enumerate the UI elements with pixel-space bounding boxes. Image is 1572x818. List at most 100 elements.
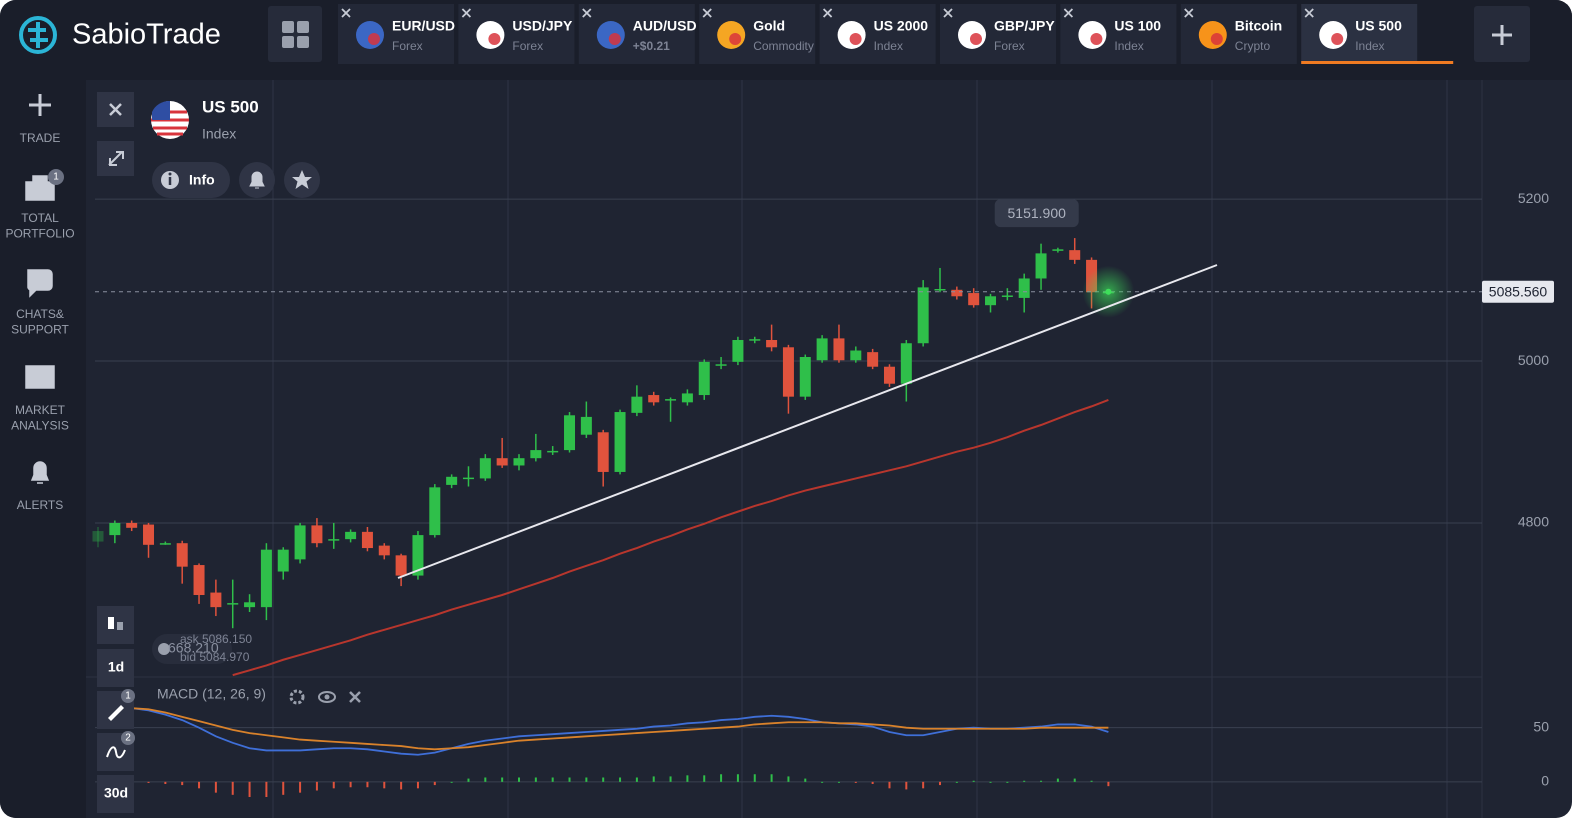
candle-body	[1035, 253, 1047, 279]
logo[interactable]: SabioTrade	[19, 16, 221, 54]
sidebar-label: ANALYSIS	[11, 419, 69, 433]
tab-subtitle: Forex	[392, 39, 423, 53]
candle-body	[176, 543, 188, 567]
indicator-badge: 2	[125, 733, 131, 744]
histogram-bar	[1107, 781, 1110, 787]
histogram-bar	[231, 781, 234, 795]
quote-amount: 668.210	[168, 640, 219, 656]
add-tab-button[interactable]	[1474, 6, 1530, 62]
tab-close[interactable]	[702, 8, 712, 18]
macd-line	[131, 707, 1109, 751]
histogram-bar	[349, 781, 352, 788]
macd-visibility[interactable]	[318, 691, 336, 703]
histogram-bar	[534, 777, 537, 782]
histogram-bar	[888, 781, 891, 789]
tab-name: GBP/JPY	[994, 18, 1055, 34]
candle-body	[328, 539, 340, 541]
histogram-bar	[501, 777, 504, 782]
histogram-bar	[787, 776, 790, 782]
histogram-bar	[147, 781, 150, 783]
candle-body	[260, 549, 272, 608]
macd-settings[interactable]	[289, 689, 305, 705]
asset-name: US 500	[202, 97, 259, 116]
candle-body	[109, 522, 121, 536]
histogram-bar	[939, 781, 941, 786]
histogram-bar	[315, 781, 318, 791]
y-tick-label: 50	[1533, 718, 1549, 734]
tabs: EUR/USD Forex USD/JPY Forex AUD/USD +$0.21 Gol…	[338, 4, 1454, 64]
vertical-grid	[272, 80, 1448, 818]
candle-body	[496, 458, 508, 466]
tab-close[interactable]	[582, 8, 592, 18]
sidebar-item[interactable]: MARKET ANALYSIS	[11, 365, 69, 433]
tab[interactable]: GBP/JPY Forex	[940, 4, 1056, 64]
sidebar-item[interactable]: TRADE	[20, 94, 61, 145]
tab-close[interactable]	[822, 8, 833, 18]
tab[interactable]: US 2000 Index	[819, 4, 936, 64]
tab-name: EUR/USD	[392, 18, 455, 34]
candle-body	[564, 415, 576, 451]
candle-body	[900, 343, 912, 384]
tab-close[interactable]	[461, 8, 472, 18]
tab-icon-detail	[849, 33, 862, 45]
histogram-bar	[703, 775, 706, 782]
chart-type-button[interactable]	[97, 606, 134, 644]
info-button[interactable]: Info	[152, 162, 230, 198]
candle-body	[361, 531, 373, 549]
sidebar-icon	[25, 175, 55, 201]
favorite-button[interactable]	[284, 162, 320, 198]
candle-body	[917, 287, 929, 344]
tab-name: AUD/USD	[633, 18, 697, 34]
histogram-bar	[416, 781, 419, 789]
tab-background	[1060, 4, 1177, 64]
tab[interactable]: Gold Commodity	[699, 4, 816, 64]
tab-name: US 100	[1114, 18, 1161, 34]
period-button[interactable]: 1d	[97, 649, 134, 687]
sidebar-item[interactable]: TOTAL PORTFOLIO 1	[5, 169, 75, 241]
candle-body	[665, 399, 677, 401]
histogram-bar	[972, 780, 975, 782]
asset-flag	[151, 100, 189, 139]
range-button[interactable]: 30d	[97, 775, 134, 813]
tab-name: Bitcoin	[1235, 18, 1282, 34]
alert-button[interactable]	[239, 162, 275, 198]
indicator-button[interactable]: 2	[97, 731, 135, 771]
macd-remove[interactable]	[349, 691, 361, 703]
histogram-bar	[720, 774, 723, 782]
candle-body	[951, 289, 963, 297]
drawing-button[interactable]: 1	[97, 689, 135, 729]
collapse-button[interactable]	[97, 141, 134, 176]
histogram-bar	[518, 777, 520, 782]
sidebar-item[interactable]: ALERTS	[17, 461, 63, 512]
candle-body	[934, 289, 946, 291]
tab[interactable]: USD/JPY Forex	[458, 4, 575, 64]
tab[interactable]: US 500 Index	[1301, 4, 1454, 64]
tab[interactable]: EUR/USD Forex	[338, 4, 455, 64]
candle-body	[614, 412, 626, 472]
histogram-bar	[753, 774, 756, 782]
layout-button[interactable]	[268, 6, 322, 62]
close-chart-button[interactable]	[97, 92, 134, 127]
tab-close[interactable]	[1184, 8, 1194, 18]
trend-line[interactable]	[397, 264, 1218, 579]
drawing-badge: 1	[125, 691, 131, 702]
histogram-bar	[1073, 778, 1076, 782]
tab-close[interactable]	[1304, 8, 1314, 18]
tab-close[interactable]	[1063, 8, 1074, 18]
histogram-bar	[164, 781, 167, 784]
histogram-bar	[1090, 780, 1093, 782]
candle-body	[429, 487, 441, 536]
tab[interactable]: Bitcoin Crypto	[1180, 4, 1297, 64]
candle-body	[92, 531, 104, 542]
last-price-label: 5085.560	[1489, 283, 1548, 299]
candle-body	[867, 352, 879, 367]
tab[interactable]: AUD/USD +$0.21	[578, 4, 697, 64]
sidebar-label: CHATS&	[16, 307, 64, 321]
sidebar-label: ALERTS	[17, 498, 63, 512]
candle-body	[799, 357, 811, 397]
tab-close[interactable]	[341, 8, 351, 18]
info-label: Info	[189, 172, 215, 188]
tab[interactable]: US 100 Index	[1060, 4, 1177, 64]
tab-close[interactable]	[943, 8, 953, 18]
sidebar-item[interactable]: CHATS&SUPPORT	[11, 269, 70, 337]
